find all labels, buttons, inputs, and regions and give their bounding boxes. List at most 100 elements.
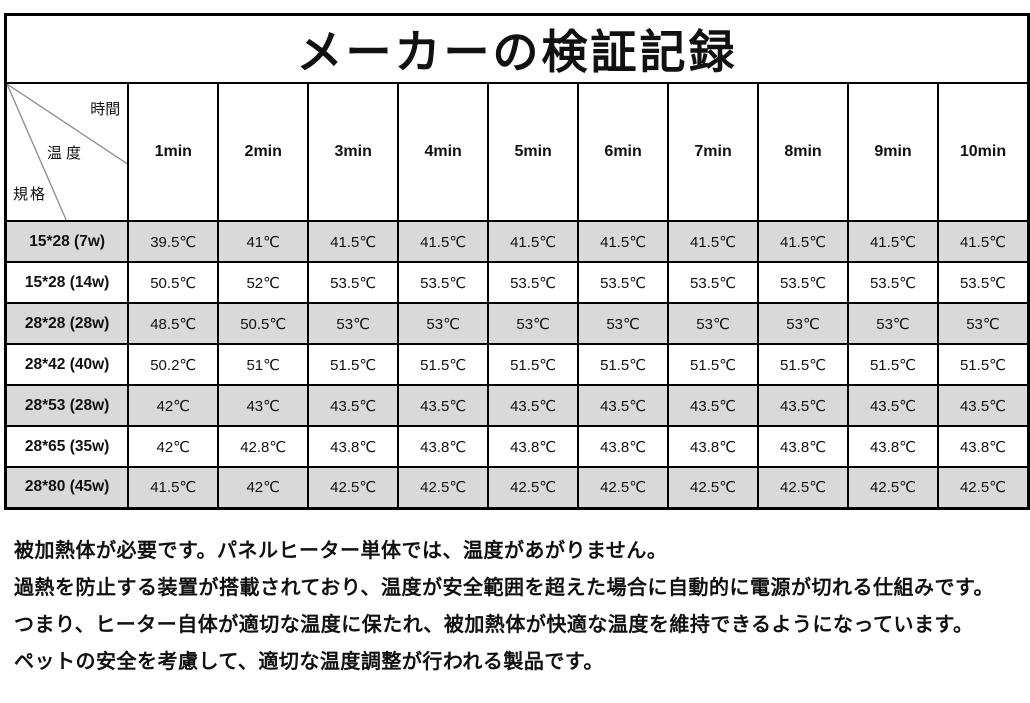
temp-cell: 53.5℃ bbox=[936, 261, 1030, 304]
temp-cell: 43.8℃ bbox=[487, 425, 580, 468]
temp-cell: 51.5℃ bbox=[667, 343, 760, 386]
temp-cell: 50.2℃ bbox=[127, 343, 220, 386]
temp-cell: 43℃ bbox=[217, 384, 310, 427]
spec-cell: 28*28 (28w) bbox=[4, 302, 130, 345]
temp-cell: 53.5℃ bbox=[397, 261, 490, 304]
temp-cell: 43.8℃ bbox=[397, 425, 490, 468]
temp-cell: 39.5℃ bbox=[127, 220, 220, 263]
temp-cell: 53℃ bbox=[487, 302, 580, 345]
table-row: 15*28 (7w) 39.5℃ 41℃ 41.5℃ 41.5℃ 41.5℃ 41.5℃ 41… bbox=[4, 220, 1030, 263]
note-line: ペットの安全を考慮して、適切な温度調整が行われる製品です。 bbox=[14, 651, 604, 673]
table-row: 15*28 (14w) 50.5℃ 52℃ 53.5℃ 53.5℃ 53.5℃ 53.5℃ 5… bbox=[4, 261, 1030, 304]
temp-cell: 42.5℃ bbox=[577, 466, 670, 509]
temp-cell: 41.5℃ bbox=[667, 220, 760, 263]
temp-cell: 52℃ bbox=[217, 261, 310, 304]
temp-cell: 42.5℃ bbox=[487, 466, 580, 509]
temp-cell: 43.5℃ bbox=[307, 384, 400, 427]
time-header-cell: 1min bbox=[127, 82, 220, 222]
temp-cell: 42℃ bbox=[127, 384, 220, 427]
temp-cell: 42.5℃ bbox=[397, 466, 490, 509]
time-header-cell: 7min bbox=[667, 82, 760, 222]
page-title: メーカーの検証記録 bbox=[4, 13, 1030, 84]
spec-cell: 15*28 (7w) bbox=[4, 220, 130, 263]
temp-cell: 53.5℃ bbox=[667, 261, 760, 304]
temp-cell: 53.5℃ bbox=[757, 261, 850, 304]
temp-cell: 41.5℃ bbox=[577, 220, 670, 263]
temp-cell: 43.8℃ bbox=[577, 425, 670, 468]
temp-cell: 42.5℃ bbox=[936, 466, 1030, 509]
corner-label-time: 時間 bbox=[90, 101, 121, 118]
temp-cell: 51.5℃ bbox=[847, 343, 939, 386]
temp-cell: 51.5℃ bbox=[307, 343, 400, 386]
temp-cell: 41.5℃ bbox=[757, 220, 850, 263]
temp-cell: 50.5℃ bbox=[127, 261, 220, 304]
temp-cell: 53.5℃ bbox=[847, 261, 939, 304]
temp-cell: 42.5℃ bbox=[307, 466, 400, 509]
temp-cell: 41.5℃ bbox=[127, 466, 220, 509]
temp-cell: 41℃ bbox=[217, 220, 310, 263]
temp-cell: 43.5℃ bbox=[847, 384, 939, 427]
title-row: メーカーの検証記録 bbox=[4, 13, 1030, 84]
header-row: 時間 温度 規格 1min 2min 3min 4min 5min 6min 7min 8mi… bbox=[4, 82, 1030, 222]
temp-cell: 51℃ bbox=[217, 343, 310, 386]
temp-cell: 43.8℃ bbox=[667, 425, 760, 468]
time-header-cell: 6min bbox=[577, 82, 670, 222]
temp-cell: 43.5℃ bbox=[936, 384, 1030, 427]
temp-cell: 43.5℃ bbox=[577, 384, 670, 427]
temp-cell: 51.5℃ bbox=[577, 343, 670, 386]
time-header-cell: 4min bbox=[397, 82, 490, 222]
table-row: 28*53 (28w) 42℃ 43℃ 43.5℃ 43.5℃ 43.5℃ 43.5℃ 43.… bbox=[4, 384, 1030, 427]
temp-cell: 53℃ bbox=[307, 302, 400, 345]
temp-cell: 42.5℃ bbox=[847, 466, 939, 509]
spec-cell: 28*80 (45w) bbox=[4, 466, 130, 509]
temp-cell: 43.5℃ bbox=[667, 384, 760, 427]
note-line: 被加熱体が必要です。パネルヒーター単体では、温度があがりません。 bbox=[14, 540, 668, 562]
note-line: つまり、ヒーター自体が適切な温度に保たれ、被加熱体が快適な温度を維持できるように… bbox=[14, 614, 974, 636]
temp-cell: 43.8℃ bbox=[936, 425, 1030, 468]
corner-label-spec: 規格 bbox=[13, 186, 48, 203]
time-header-cell: 2min bbox=[217, 82, 310, 222]
temp-cell: 43.5℃ bbox=[397, 384, 490, 427]
table-row: 28*28 (28w) 48.5℃ 50.5℃ 53℃ 53℃ 53℃ 53℃ 53℃ 53℃ 5… bbox=[4, 302, 1030, 345]
time-header-cell: 9min bbox=[847, 82, 939, 222]
time-header-cell: 5min bbox=[487, 82, 580, 222]
temp-cell: 42.5℃ bbox=[667, 466, 760, 509]
temp-cell: 43.8℃ bbox=[307, 425, 400, 468]
temp-cell: 41.5℃ bbox=[936, 220, 1030, 263]
temp-cell: 51.5℃ bbox=[757, 343, 850, 386]
temp-cell: 43.8℃ bbox=[847, 425, 939, 468]
temp-cell: 42.5℃ bbox=[757, 466, 850, 509]
temp-cell: 41.5℃ bbox=[847, 220, 939, 263]
corner-header-cell: 時間 温度 規格 bbox=[4, 82, 130, 222]
spec-cell: 28*42 (40w) bbox=[4, 343, 130, 386]
temp-cell: 53℃ bbox=[397, 302, 490, 345]
time-header-cell: 8min bbox=[757, 82, 850, 222]
spec-cell: 28*53 (28w) bbox=[4, 384, 130, 427]
note-line: 過熱を防止する装置が搭載されており、温度が安全範囲を超えた場合に自動的に電源が切… bbox=[14, 577, 994, 599]
corner-label-temperature: 温度 bbox=[47, 145, 86, 162]
temp-cell: 53℃ bbox=[577, 302, 670, 345]
notes: 被加熱体が必要です。パネルヒーター単体では、温度があがりません。過熱を防止する装… bbox=[14, 538, 1026, 686]
temp-cell: 51.5℃ bbox=[487, 343, 580, 386]
temp-cell: 43.5℃ bbox=[487, 384, 580, 427]
temp-cell: 53.5℃ bbox=[577, 261, 670, 304]
table-row: 28*65 (35w) 42℃ 42.8℃ 43.8℃ 43.8℃ 43.8℃ 43.8℃ 4… bbox=[4, 425, 1030, 468]
temp-cell: 41.5℃ bbox=[487, 220, 580, 263]
temp-cell: 41.5℃ bbox=[307, 220, 400, 263]
temp-cell: 53℃ bbox=[667, 302, 760, 345]
spec-cell: 28*65 (35w) bbox=[4, 425, 130, 468]
time-header-cell: 10min bbox=[936, 82, 1030, 222]
temp-cell: 53℃ bbox=[757, 302, 850, 345]
temp-cell: 48.5℃ bbox=[127, 302, 220, 345]
diagonal-divider-icon bbox=[7, 85, 127, 219]
temp-cell: 51.5℃ bbox=[397, 343, 490, 386]
time-header-cell: 3min bbox=[307, 82, 400, 222]
temp-cell: 50.5℃ bbox=[217, 302, 310, 345]
temp-cell: 53℃ bbox=[847, 302, 939, 345]
temp-cell: 43.5℃ bbox=[757, 384, 850, 427]
temp-cell: 42℃ bbox=[127, 425, 220, 468]
temp-cell: 41.5℃ bbox=[397, 220, 490, 263]
temp-cell: 53.5℃ bbox=[307, 261, 400, 304]
temp-cell: 53.5℃ bbox=[487, 261, 580, 304]
